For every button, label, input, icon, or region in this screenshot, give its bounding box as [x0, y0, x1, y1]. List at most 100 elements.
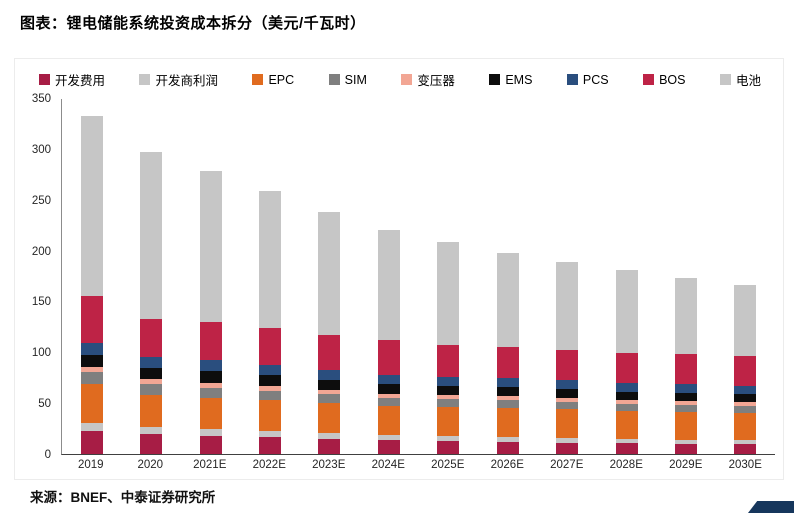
y-axis-tick-label: 350 — [31, 93, 51, 105]
bar-column — [537, 99, 596, 454]
bar-segment — [615, 270, 638, 353]
bar-segment — [556, 398, 579, 403]
legend-item: 电池 — [719, 70, 761, 89]
bar-segment — [437, 395, 460, 400]
bar-segment — [199, 388, 222, 399]
bar-segment — [377, 374, 400, 385]
bar-column — [181, 99, 240, 454]
bar-segment — [437, 344, 460, 377]
bar-segment — [258, 391, 281, 401]
bar-segment — [140, 395, 163, 427]
bar-2029E — [674, 99, 697, 454]
bar-segment — [318, 432, 341, 439]
bar-2025E — [437, 99, 460, 454]
bar-segment — [258, 374, 281, 387]
bar-2019 — [80, 99, 103, 454]
bar-segment — [437, 440, 460, 454]
source-text: 来源：BNEF、中泰证券研究所 — [30, 490, 216, 505]
y-axis-tick-label: 50 — [38, 398, 51, 411]
bar-segment — [496, 346, 519, 378]
bar-segment — [496, 441, 519, 454]
bar-2020 — [140, 99, 163, 454]
x-axis-tick-label: 2027E — [550, 459, 584, 471]
bar-segment — [615, 400, 638, 405]
bar-segment — [496, 396, 519, 401]
bar-segment — [318, 335, 341, 370]
x-axis-tick-label: 2023E — [312, 459, 346, 471]
x-axis-tick-label: 2025E — [431, 459, 465, 471]
bar-segment — [734, 413, 757, 440]
y-axis-labels: 0 50 100 150 200 250 300 350 — [15, 93, 59, 461]
bar-segment — [377, 340, 400, 375]
legend-label: SIM — [344, 72, 367, 87]
y-axis-tick-label: 200 — [31, 245, 51, 258]
legend-label: 变压器 — [417, 74, 455, 88]
bar-segment — [318, 369, 341, 380]
bar-segment — [199, 398, 222, 429]
bar-segment — [377, 384, 400, 395]
bar-2021E — [199, 99, 222, 454]
bar-segment — [377, 434, 400, 440]
bar-segment — [556, 349, 579, 380]
x-axis-tick-label: 2030E — [728, 459, 762, 471]
bar-segment — [140, 378, 163, 385]
bar-segment — [258, 328, 281, 365]
bar-segment — [437, 435, 460, 441]
bar-segment — [496, 253, 519, 347]
bar-segment — [734, 355, 757, 387]
chart-panel: 开发费用 开发商利润 EPC SIM 变压器 EMS PCS BOS 电池 0 50 100 150 2… — [14, 58, 784, 480]
bar-segment — [674, 439, 697, 444]
bar-segment — [318, 390, 341, 395]
bar-segment — [734, 386, 757, 395]
bar-segment — [615, 352, 638, 384]
bar-segment — [377, 406, 400, 435]
chart-title: 图表：锂电储能系统投资成本拆分（美元/千瓦时） — [20, 15, 366, 32]
bar-segment — [674, 393, 697, 402]
bar-column — [597, 99, 656, 454]
bar-segment — [377, 398, 400, 407]
bar-segment — [199, 370, 222, 384]
legend-label: BOS — [659, 72, 686, 87]
bar-segment — [140, 433, 163, 454]
bar-column — [478, 99, 537, 454]
bar-segment — [437, 386, 460, 396]
bar-segment — [199, 428, 222, 436]
bar-segment — [258, 386, 281, 392]
y-axis-tick-label: 250 — [31, 194, 51, 207]
legend-label: 电池 — [735, 74, 761, 88]
legend-swatch — [489, 74, 501, 85]
bar-segment — [615, 383, 638, 393]
bar-segment — [318, 438, 341, 454]
x-axis-tick-label: 2020 — [137, 459, 164, 471]
bar-segment — [496, 400, 519, 409]
bar-segment — [377, 439, 400, 454]
bar-segment — [556, 380, 579, 390]
bar-segment — [80, 371, 103, 385]
bar-2028E — [615, 99, 638, 454]
bar-segment — [199, 435, 222, 454]
bar-segment — [556, 437, 579, 443]
bar-segment — [80, 430, 103, 454]
legend-swatch — [719, 74, 731, 85]
y-axis-tick-label: 100 — [31, 347, 51, 360]
bar-2022E — [258, 99, 281, 454]
bar-segment — [674, 443, 697, 454]
y-axis-tick-label: 0 — [44, 449, 51, 461]
bar-segment — [80, 295, 103, 343]
bar-segment — [318, 403, 341, 433]
legend-label: PCS — [582, 72, 609, 87]
legend-swatch — [328, 74, 340, 85]
bar-segment — [556, 262, 579, 350]
bar-segment — [80, 116, 103, 296]
bar-2030E — [734, 99, 757, 454]
bar-segment — [437, 399, 460, 408]
bar-segment — [437, 407, 460, 436]
bar-segment — [140, 151, 163, 320]
x-axis-tick-label: 2019 — [77, 459, 104, 471]
bar-segment — [615, 442, 638, 454]
legend-label: EMS — [505, 72, 533, 87]
bar-segment — [615, 411, 638, 439]
x-axis-labels: 2019 2020 2021E 2022E 2023E 2024E 2025E 2026E 20… — [61, 459, 775, 471]
bar-segment — [258, 436, 281, 454]
bar-segment — [377, 394, 400, 399]
